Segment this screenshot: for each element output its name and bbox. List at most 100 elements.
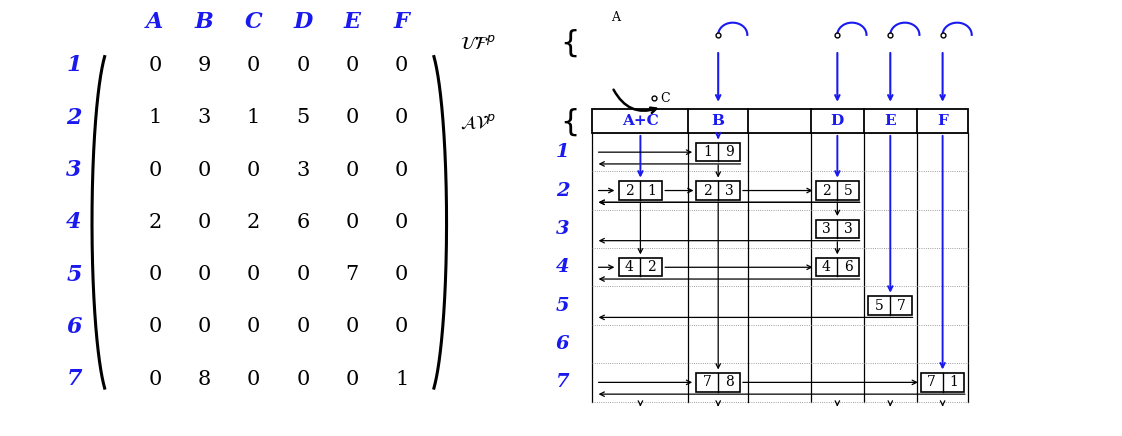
Bar [868,296,912,315]
Text: 0: 0 [247,317,260,337]
Text: $\{$: $\{$ [561,28,578,59]
Text: 0: 0 [247,265,260,284]
Text: 2: 2 [66,107,82,129]
Text: 5: 5 [555,296,570,315]
Text: 0: 0 [395,317,408,337]
Text: $\{$: $\{$ [561,106,578,138]
Bar [697,143,741,161]
Bar [816,181,859,200]
Bar [921,373,965,392]
Text: 0: 0 [395,265,408,284]
Text: 5: 5 [296,108,310,127]
Text: 7: 7 [927,375,936,389]
Text: 0: 0 [247,56,260,75]
Text: C: C [245,11,263,33]
Text: 8: 8 [197,370,211,389]
Text: 0: 0 [197,265,211,284]
Text: 1: 1 [702,145,711,159]
Text: 5: 5 [844,184,853,198]
Bar [697,181,741,200]
Text: 0: 0 [346,213,359,232]
Text: 0: 0 [148,370,162,389]
Text: 9: 9 [197,56,211,75]
Bar [618,258,662,276]
Text: 0: 0 [346,160,359,180]
Text: 0: 0 [148,56,162,75]
Text: D: D [293,11,313,33]
Text: 2: 2 [625,184,634,198]
Text: 1: 1 [66,54,82,76]
Text: B: B [711,114,725,128]
Text: 0: 0 [395,213,408,232]
Text: $\mathcal{AV}^p$: $\mathcal{AV}^p$ [460,113,496,131]
Text: 1: 1 [949,375,958,389]
Text: 0: 0 [296,265,310,284]
Text: B: B [195,11,213,33]
Text: 2: 2 [148,213,162,232]
Text: $\mathcal{UF}^p$: $\mathcal{UF}^p$ [460,34,496,53]
Text: 1: 1 [647,184,655,198]
Text: 2: 2 [555,181,570,200]
Text: 7: 7 [66,368,82,390]
Text: 0: 0 [197,317,211,337]
Text: 7: 7 [346,265,359,284]
Text: 0: 0 [197,213,211,232]
Text: 1: 1 [247,108,260,127]
Text: 4: 4 [555,258,570,276]
Text: 0: 0 [247,160,260,180]
Text: 5: 5 [875,299,884,313]
Text: 0: 0 [346,317,359,337]
Text: 3: 3 [844,222,853,236]
Text: 7: 7 [896,299,905,313]
Text: 6: 6 [296,213,310,232]
Text: 1: 1 [555,143,570,161]
Text: 0: 0 [346,56,359,75]
Text: 0: 0 [247,370,260,389]
Text: 3: 3 [66,159,82,181]
Text: 8: 8 [725,375,734,389]
Text: 0: 0 [148,265,162,284]
Text: 4: 4 [625,260,634,274]
Text: 0: 0 [197,160,211,180]
Text: 2: 2 [247,213,260,232]
Bar [816,258,859,276]
Text: 0: 0 [395,108,408,127]
Text: F: F [394,11,410,33]
Text: A: A [611,11,620,24]
Text: 0: 0 [296,56,310,75]
Text: 0: 0 [346,370,359,389]
Text: 1: 1 [148,108,162,127]
Text: 0: 0 [148,317,162,337]
Bar [592,109,968,133]
Text: 0: 0 [296,370,310,389]
Text: 4: 4 [822,260,831,274]
Text: 3: 3 [555,220,570,238]
Text: 0: 0 [395,160,408,180]
Text: 0: 0 [296,317,310,337]
Text: 0: 0 [346,108,359,127]
Text: 4: 4 [66,211,82,233]
Text: 3: 3 [725,184,734,198]
Text: 5: 5 [66,264,82,286]
Text: 3: 3 [296,160,310,180]
Text: 9: 9 [725,145,734,159]
Text: C: C [660,92,670,105]
Text: D: D [830,114,844,128]
Text: 7: 7 [702,375,711,389]
Text: 0: 0 [148,160,162,180]
Text: 1: 1 [395,370,408,389]
Text: A+C: A+C [622,114,659,128]
Text: E: E [884,114,896,128]
Text: 2: 2 [822,184,830,198]
Text: 2: 2 [702,184,711,198]
Text: 0: 0 [395,56,408,75]
Bar [618,181,662,200]
Text: 3: 3 [197,108,211,127]
Bar [816,220,859,238]
Text: E: E [343,11,361,33]
Text: A: A [146,11,164,33]
Text: 3: 3 [822,222,830,236]
Bar [697,373,741,392]
Text: F: F [937,114,948,128]
Text: 6: 6 [66,316,82,338]
